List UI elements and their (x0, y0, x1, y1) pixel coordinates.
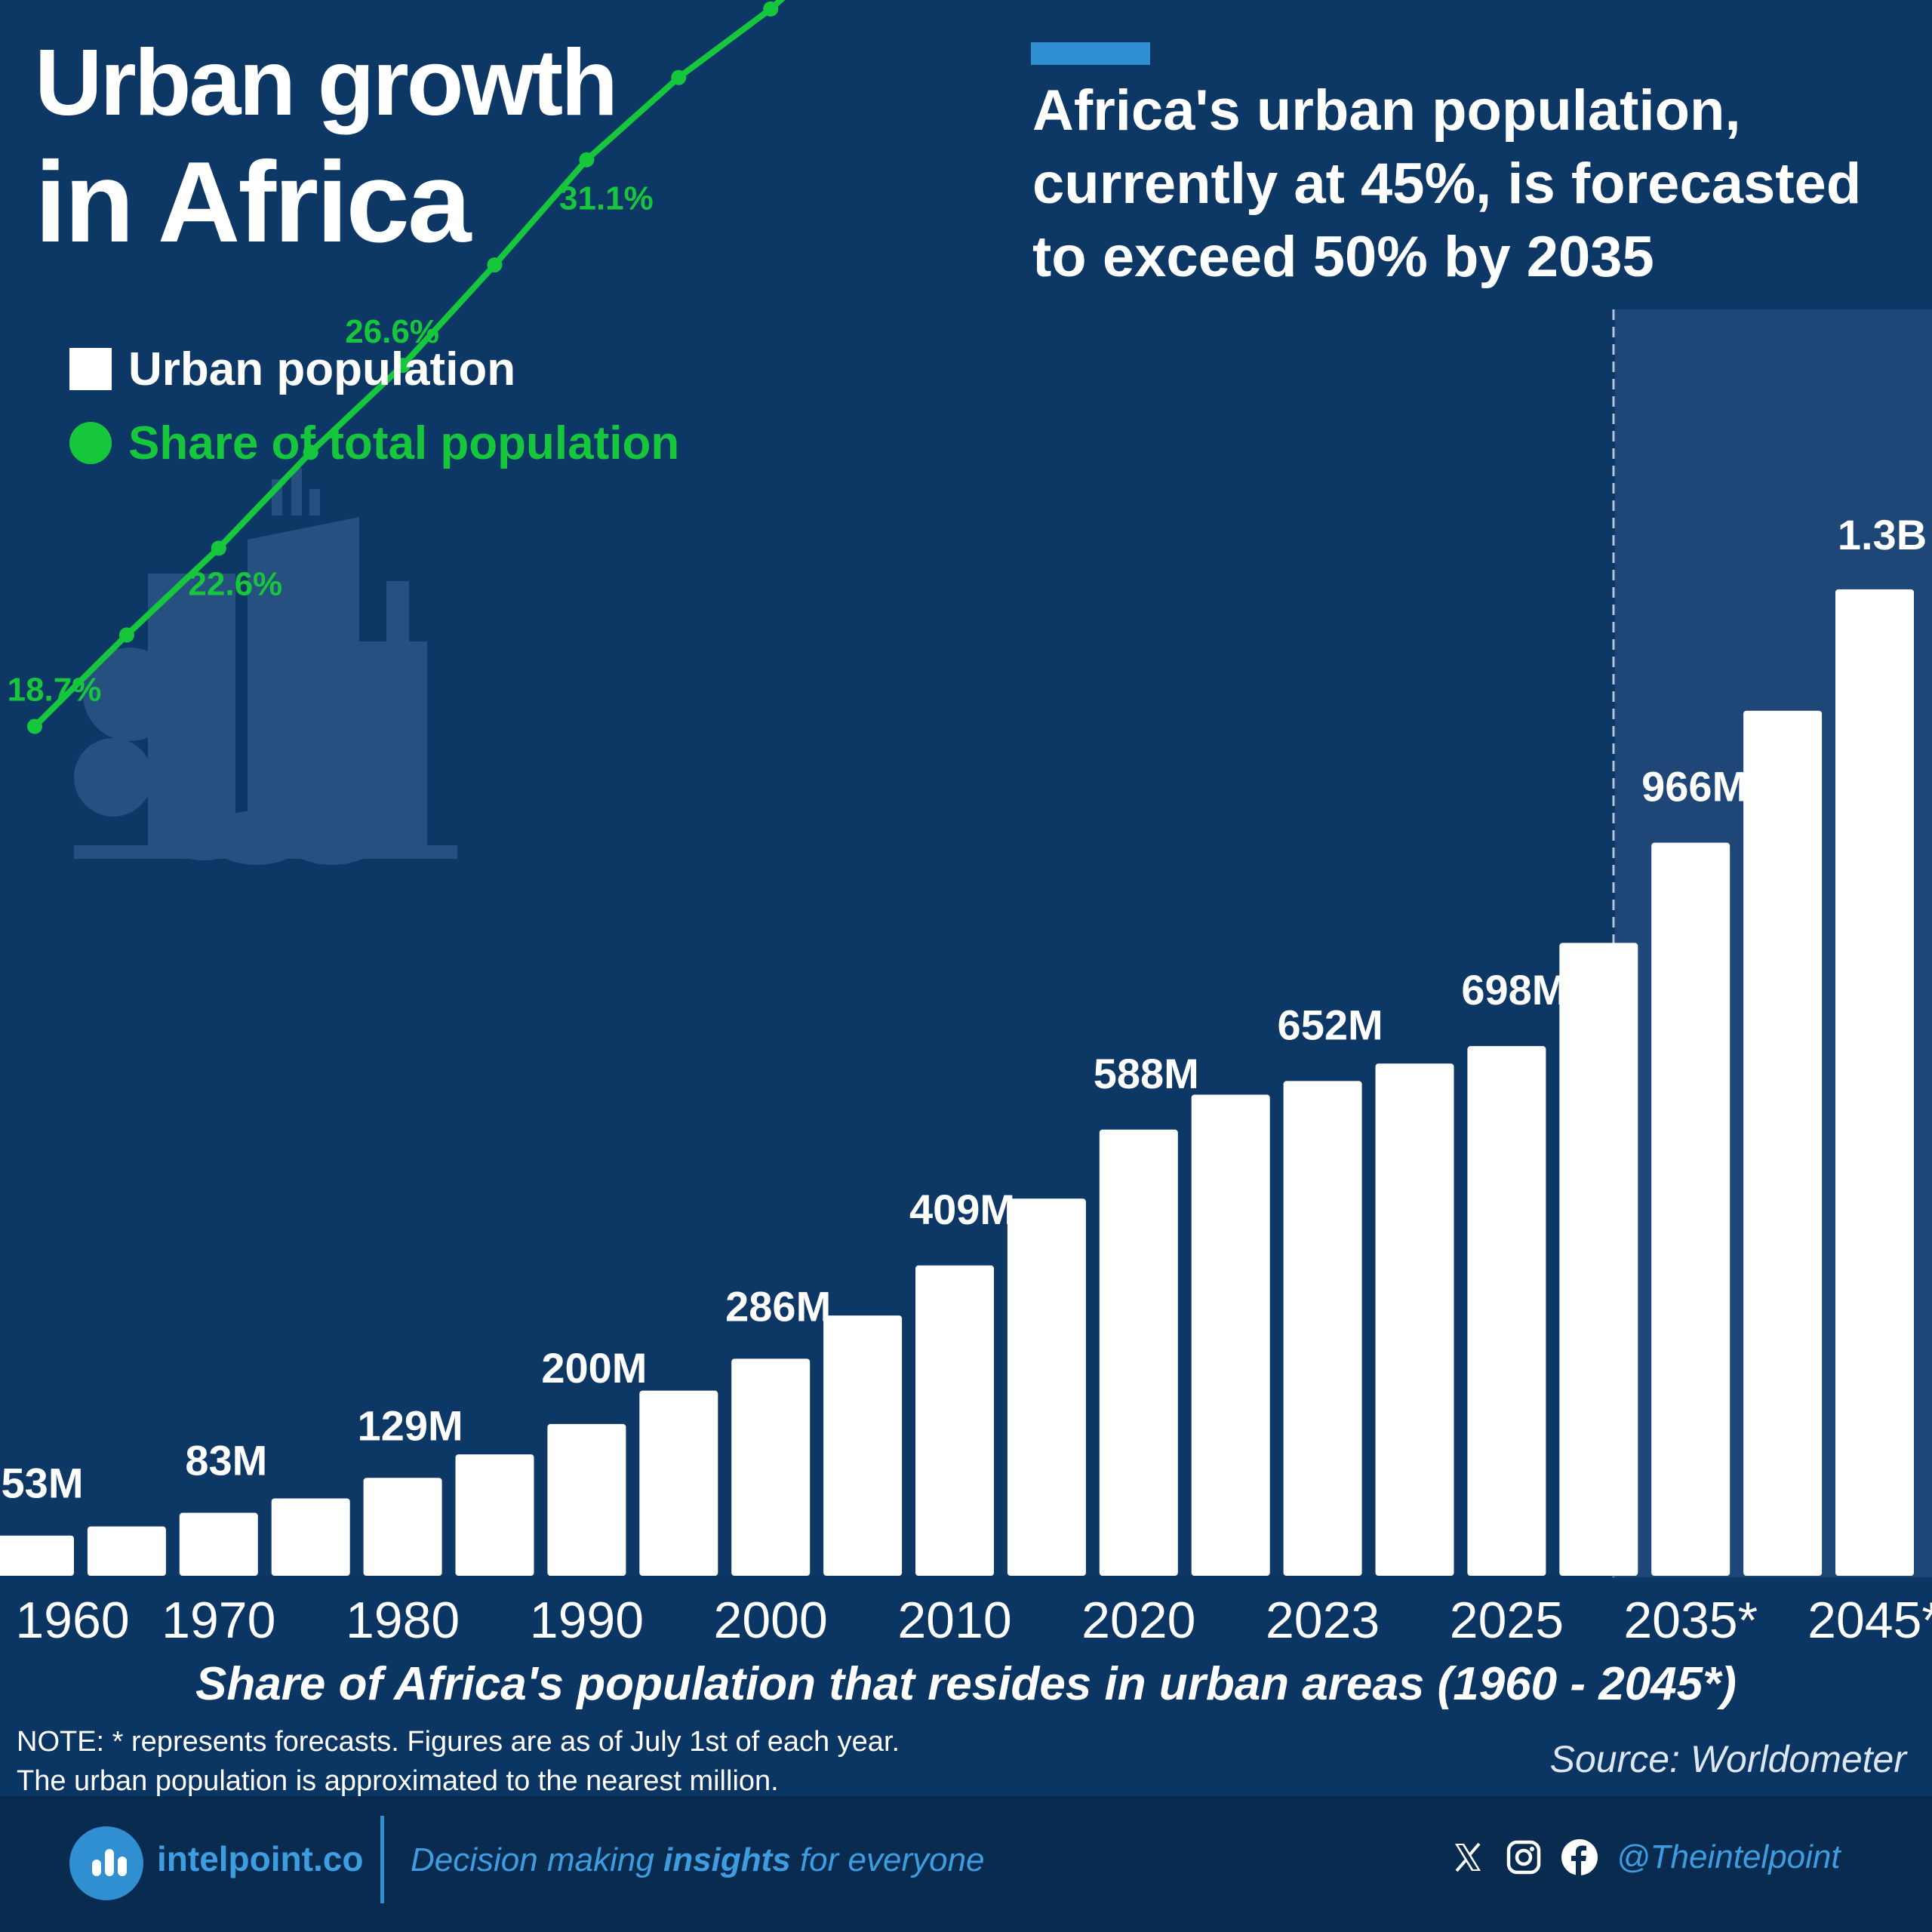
footer: intelpoint.co Decision making insights f… (0, 1796, 1932, 1932)
x-tick-2020: 2020 (1081, 1592, 1195, 1649)
legend-square-swatch (69, 348, 112, 390)
bar-2040 (1743, 710, 1823, 1576)
bar-label-2035-forecast: 966M (1641, 763, 1747, 811)
headline: Africa's urban population, currently at … (1032, 78, 1862, 289)
bar-2000 (731, 1358, 811, 1576)
bar-1975 (271, 1498, 350, 1576)
share-point-1990 (579, 152, 595, 168)
bar-2010 (915, 1265, 994, 1576)
x-tick-2045-forecast: 2045* (1807, 1592, 1932, 1649)
social-links: @Theintelpoint (1449, 1838, 1841, 1876)
share-point-2000 (763, 1, 779, 17)
bar-label-1980: 129M (358, 1401, 463, 1449)
bar-1970 (179, 1512, 258, 1576)
note-line-2: The urban population is approximated to … (17, 1765, 779, 1797)
page-title: Urban growth in Africa (35, 29, 618, 266)
tagline: Decision making insights for everyone (411, 1841, 985, 1878)
note-line-1: NOTE: * represents forecasts. Figures ar… (17, 1726, 900, 1758)
x-icon[interactable] (1449, 1838, 1487, 1876)
bar-label-1990: 200M (541, 1344, 647, 1392)
x-tick-2010: 2010 (897, 1592, 1011, 1649)
bar-1965 (87, 1526, 166, 1576)
facebook-icon[interactable] (1561, 1838, 1598, 1876)
x-tick-2023: 2023 (1266, 1592, 1380, 1649)
share-label-1960: 18.7% (8, 672, 102, 709)
instagram-icon[interactable] (1505, 1838, 1543, 1876)
share-point-1960 (27, 718, 42, 734)
bar-2005 (823, 1315, 903, 1576)
bar-1980 (363, 1478, 442, 1576)
share-point-1970 (211, 540, 226, 556)
bar-label-2023: 652M (1278, 1001, 1383, 1048)
social-handle[interactable]: @Theintelpoint (1617, 1838, 1841, 1875)
title-line-2: in Africa (35, 138, 472, 266)
legend-item-urban-population: Urban population (69, 332, 679, 406)
chart: 53M 83M 129M 200M 286M 409M 588M 652M 698M 966M 1.… (0, 0, 1932, 1796)
bar-2025 (1467, 1046, 1546, 1576)
bar-label-1960: 53M (2, 1460, 84, 1507)
bar-2020 (1099, 1129, 1178, 1576)
x-tick-2000: 2000 (714, 1592, 828, 1649)
title-line-1: Urban growth (35, 31, 618, 135)
city-illustration (74, 468, 457, 865)
bar-1995 (639, 1390, 718, 1576)
share-point-1985 (487, 257, 503, 272)
share-label-1990: 31.1% (559, 180, 654, 217)
axis-band (0, 1577, 1932, 1796)
bar-2023 (1283, 1081, 1362, 1576)
headline-accent-bar (1031, 42, 1150, 65)
legend-item-share: Share of total population (69, 406, 679, 480)
bar-2030 (1559, 943, 1638, 1576)
x-tick-1960: 1960 (15, 1592, 129, 1649)
share-point-1965 (118, 627, 134, 643)
bar-label-2045-forecast: 1.3B (1838, 511, 1927, 558)
x-tick-1980: 1980 (346, 1592, 460, 1649)
legend-label-line: Share of total population (128, 417, 680, 469)
bar-2015 (1007, 1198, 1086, 1576)
share-point-1975 (303, 445, 318, 460)
legend-label-bars: Urban population (128, 343, 516, 395)
bar-label-2020: 588M (1094, 1050, 1199, 1097)
bar-label-2000: 286M (725, 1282, 831, 1330)
bar-1985 (455, 1454, 534, 1576)
brand-link[interactable]: intelpoint.co (157, 1839, 364, 1878)
source: Source: Worldometer (1549, 1738, 1906, 1780)
x-tick-2035-forecast: 2035* (1623, 1592, 1758, 1649)
bar-2045-forecast (1835, 589, 1914, 1576)
intelpoint-logo-icon (69, 1826, 143, 1900)
legend-dot-swatch (69, 422, 112, 464)
bar-label-1970: 83M (185, 1437, 267, 1484)
share-label-1970: 22.6% (188, 565, 282, 602)
bar-label-2025: 698M (1461, 966, 1567, 1014)
bar-2022 (1191, 1094, 1270, 1576)
share-point-1995 (671, 69, 687, 85)
legend: Urban population Share of total populati… (69, 332, 679, 480)
share-line (32, 0, 786, 729)
bar-label-2010: 409M (909, 1186, 1015, 1233)
bar-1990 (547, 1423, 626, 1576)
x-tick-1970: 1970 (162, 1592, 275, 1649)
x-tick-1990: 1990 (530, 1592, 644, 1649)
x-tick-2025: 2025 (1450, 1592, 1564, 1649)
bar-2024 (1375, 1063, 1454, 1576)
footer-divider (380, 1816, 384, 1903)
chart-caption: Share of Africa's population that reside… (195, 1658, 1737, 1710)
bar-1960 (0, 1535, 74, 1576)
bar-2035-forecast (1651, 842, 1730, 1576)
share-label-1980: 26.6% (345, 313, 439, 350)
share-point-1980 (395, 358, 411, 374)
note: NOTE: * represents forecasts. Figures ar… (17, 1722, 900, 1801)
